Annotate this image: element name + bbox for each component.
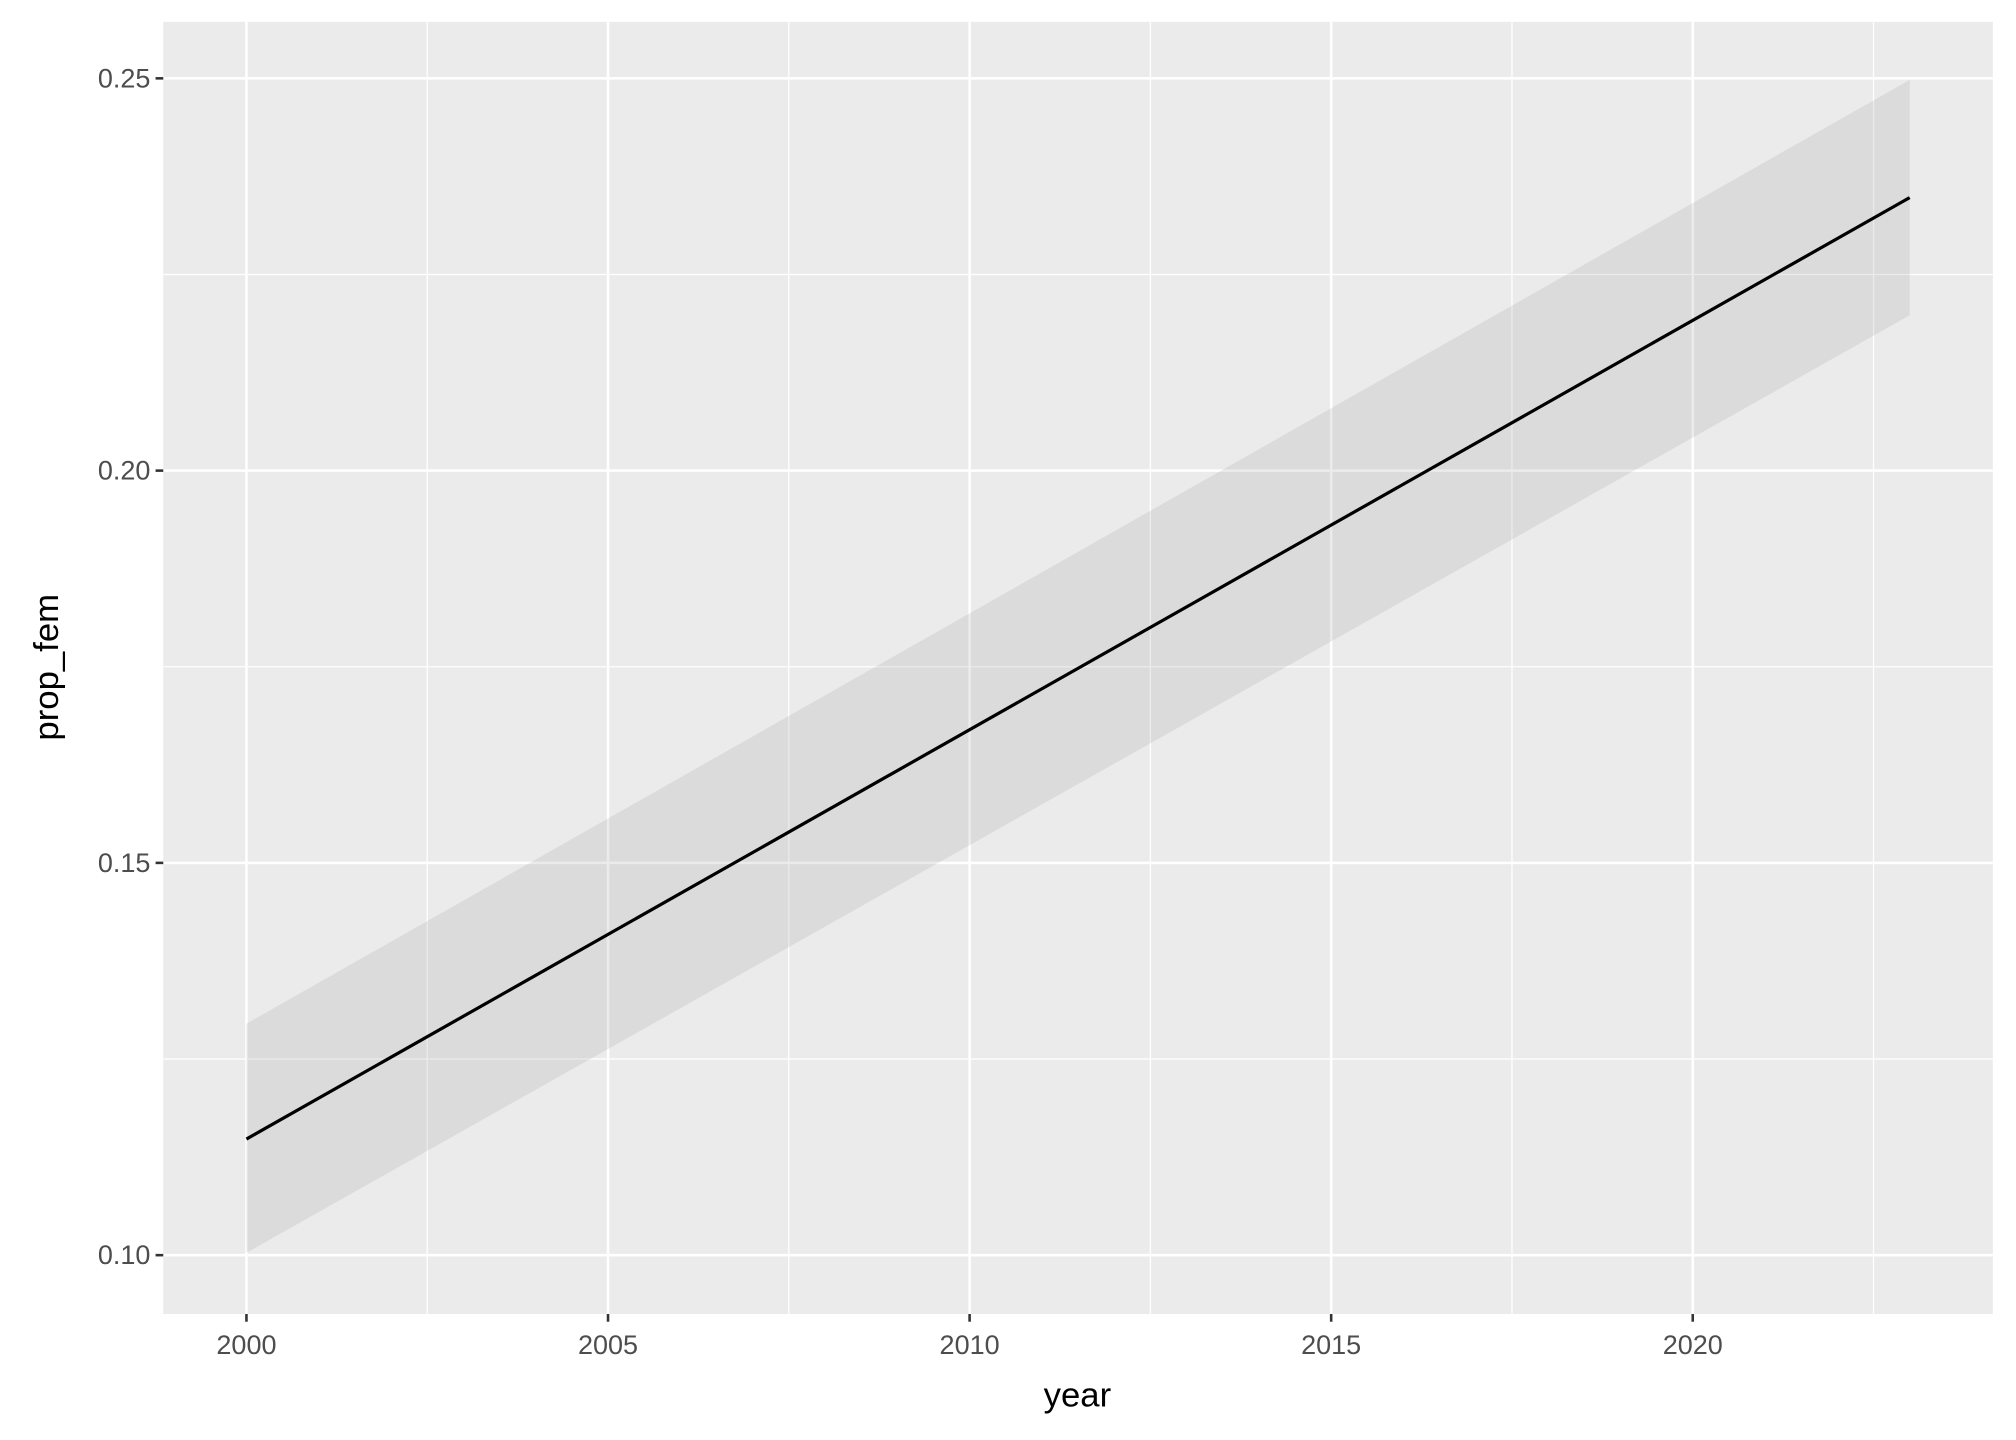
y-tick-label: 0.20	[98, 456, 151, 486]
x-tick-label: 2010	[940, 1330, 1000, 1360]
confidence-ribbon	[246, 79, 1910, 1253]
x-tick-label: 2015	[1301, 1330, 1361, 1360]
x-axis-title: year	[1044, 1377, 1112, 1415]
y-tick-label: 0.25	[98, 63, 151, 93]
y-tick-label: 0.15	[98, 848, 151, 878]
gridlines	[163, 21, 1993, 1314]
fit-line	[245, 196, 1911, 1141]
x-tick-label: 2005	[578, 1330, 638, 1360]
y-axis-title: prop_fem	[28, 594, 66, 741]
marks	[245, 79, 1911, 1253]
x-tick-label: 2020	[1663, 1330, 1723, 1360]
y-tick-label: 0.10	[98, 1240, 151, 1270]
axes: 2000 2005 2010 2015 2020 0.10 0.15 0.20 0.25	[98, 63, 1723, 1360]
x-tick-label: 2000	[216, 1330, 276, 1360]
